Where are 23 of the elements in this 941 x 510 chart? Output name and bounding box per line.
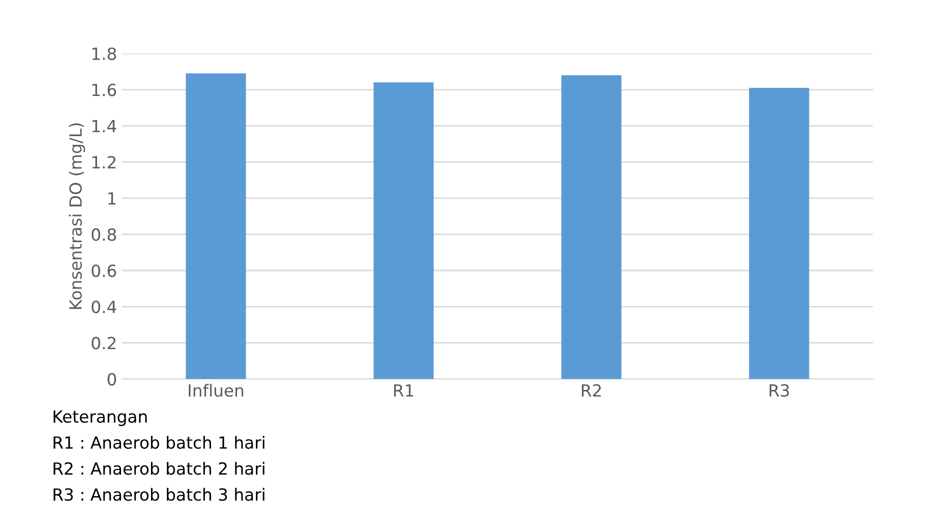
x-tick-label: R3 [770,384,789,397]
text: Keterangan [54,410,147,426]
y-tick-label: 1.8 [92,47,116,60]
text: R3 : Anaerob batch 3 hari [54,488,264,501]
y-tick-label: 1.4 [92,120,116,132]
y-tick-label: 0 [108,372,116,386]
y-tick-label: 0.8 [92,228,116,241]
y-tick-label: 0.2 [92,336,116,350]
bar [186,73,246,379]
y-tick-label: 1.2 [92,156,116,168]
y-axis-title: Konsentrasi DO (mg/L) [68,123,86,309]
y-tick-label: 0.6 [92,264,116,278]
text: R2 : Anaerob batch 2 hari [54,462,264,475]
bar [749,88,810,379]
x-tick-label: Influen [188,384,244,397]
bar [561,75,622,379]
bar [374,82,434,379]
y-tick-label: 1.6 [92,84,116,96]
text: R1 : Anaerob batch 1 hari [54,436,264,449]
y-tick-label: 0.4 [92,300,116,314]
y-tick-label: 1 [108,192,116,204]
x-tick-label: R1 [394,384,414,397]
x-tick-label: R2 [582,384,601,397]
